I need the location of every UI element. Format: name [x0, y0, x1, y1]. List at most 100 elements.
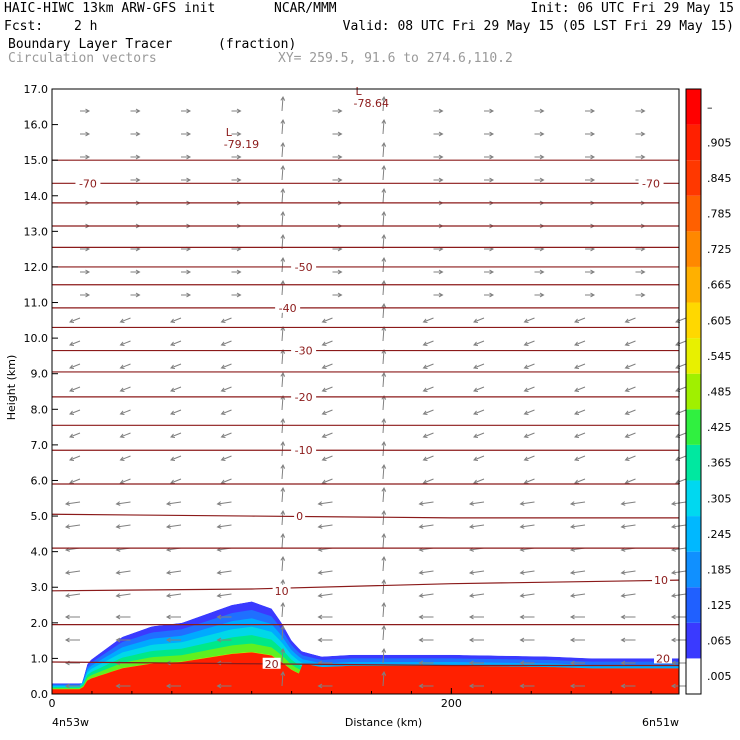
contour-label: -50: [295, 261, 313, 274]
circulation-vector: [418, 524, 434, 529]
contour-label-bg: [294, 510, 306, 522]
org-label: NCAR/MMM: [274, 1, 337, 16]
circulation-vector: [569, 524, 586, 529]
axes-layer: 0.0 1.0 2.0 3.0 4.0 5.0 6.0 7.0 8.0 9.0 10.0 11.0 12…: [5, 83, 679, 729]
circulation-vector: [418, 614, 434, 620]
circulation-vector: [468, 501, 485, 506]
y-tick-label: 13.0: [24, 225, 49, 238]
circulation-vector: [165, 524, 182, 529]
init-time: Init: 06 UTC Fri 29 May 15: [530, 1, 735, 16]
circulation-vector: [332, 177, 343, 183]
colorbar-swatch: [686, 480, 701, 517]
y-tick-label: 16.0: [24, 119, 49, 132]
circulation-vector: [585, 177, 596, 183]
circulation-vector: [321, 455, 333, 461]
circulation-vector: [69, 409, 81, 415]
circulation-vector: [624, 340, 636, 346]
colorbar-label: .185: [707, 563, 732, 576]
circulation-vector: [231, 154, 242, 160]
circulation-vector: [569, 683, 585, 689]
y-tick-label: 17.0: [24, 83, 49, 96]
circulation-vector: [620, 570, 636, 575]
colorbar-label: .245: [707, 528, 732, 541]
circulation-vector: [381, 463, 387, 480]
x-axis-label: Distance (km): [345, 716, 422, 729]
circulation-vector: [216, 524, 232, 529]
circulation-vector: [381, 325, 387, 342]
circulation-vector: [418, 593, 434, 598]
colorbar-label: .125: [707, 599, 732, 612]
circulation-vector: [620, 660, 636, 666]
circulation-vector: [216, 614, 232, 620]
circulation-vector: [381, 624, 387, 641]
circulation-vector: [433, 269, 444, 275]
circulation-vector: [231, 108, 242, 114]
circulation-vector: [170, 317, 182, 323]
y-tick-label: 2.0: [31, 617, 49, 630]
circulation-vector: [332, 108, 343, 114]
colorbar-label: .605: [707, 314, 732, 327]
circulation-vector: [64, 593, 81, 598]
circulation-vector: [519, 501, 535, 506]
circulation-vector: [321, 340, 333, 346]
contour-label-bg: [291, 390, 317, 402]
circulation-vector: [433, 177, 444, 183]
circulation-vector: [280, 463, 286, 480]
circulation-vector: [468, 660, 484, 666]
circulation-vector: [181, 292, 192, 298]
circulation-vector: [69, 432, 81, 438]
circulation-vector: [675, 340, 687, 346]
colorbar-swatch: [686, 231, 701, 267]
colorbar-label: .425: [707, 421, 732, 434]
circulation-vector: [422, 409, 434, 415]
colorbar-label: .785: [707, 208, 732, 221]
circulation-vector: [231, 131, 242, 137]
y-tick-label: 0.0: [31, 688, 49, 701]
circulation-vector: [418, 570, 434, 575]
circulation-vector: [534, 154, 545, 160]
circulation-vector: [519, 614, 535, 620]
circulation-vector: [321, 478, 333, 484]
circulation-vector: [574, 386, 586, 392]
circulation-vector: [280, 601, 286, 618]
circulation-vector: [569, 660, 585, 666]
circulation-vector: [280, 164, 286, 181]
colorbar-label: .905: [707, 136, 732, 149]
circulation-vector: [569, 593, 586, 598]
circulation-vector: [534, 292, 545, 298]
circulation-vector: [574, 317, 586, 323]
y-tick-label: 3.0: [31, 581, 49, 594]
colorbar-swatch: [686, 338, 701, 374]
circulation-vector: [519, 683, 535, 689]
circulation-vector: [165, 570, 182, 575]
circulation-vector: [484, 108, 495, 114]
circulation-vector: [473, 386, 485, 392]
circulation-vector: [170, 432, 182, 438]
circulation-vector: [332, 269, 343, 275]
circulation-vector: [165, 614, 181, 620]
circulation-vector: [523, 386, 535, 392]
circulation-vector: [381, 532, 387, 549]
contour-label-bg: [638, 177, 664, 189]
circulation-vector: [574, 432, 586, 438]
circulation-vector: [64, 637, 80, 643]
circulation-vector: [534, 108, 545, 114]
circulation-vector: [381, 118, 387, 135]
fcst-label: Fcst:: [4, 19, 44, 34]
circulation-vector: [624, 432, 636, 438]
vector-layer: [64, 95, 697, 689]
circulation-vector: [216, 570, 232, 575]
colorbar-label: .725: [707, 243, 732, 256]
circulation-vector: [473, 317, 485, 323]
circulation-vector: [69, 363, 81, 369]
circulation-vector: [635, 154, 646, 160]
circulation-vector: [280, 394, 286, 411]
circulation-vector: [130, 177, 141, 183]
contour-label: -70: [642, 177, 660, 190]
colorbar-label: .005: [707, 670, 732, 683]
circulation-vector: [280, 325, 286, 342]
circulation-vector: [422, 432, 434, 438]
circulation-vector: [130, 292, 141, 298]
circulation-vector: [624, 317, 636, 323]
